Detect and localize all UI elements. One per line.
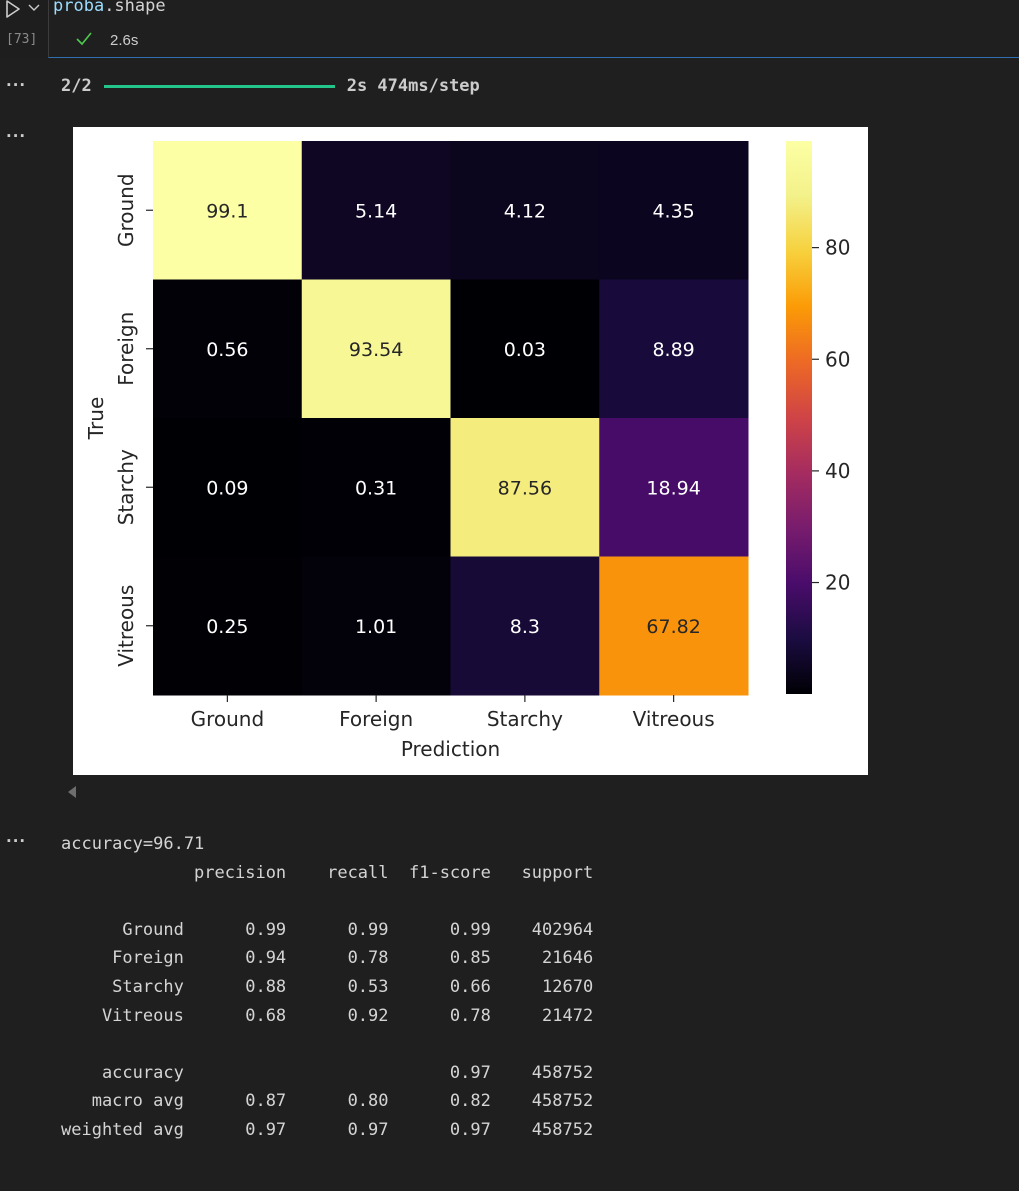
x-tick-label: Starchy — [487, 707, 563, 731]
confusion-matrix-heatmap: 99.1 5.14 4.12 4.35 0.56 93.54 0.03 8.89 0.09 0.3… — [84, 141, 850, 761]
heatmap-cell-label: 1.01 — [355, 616, 397, 638]
x-tick-label: Vitreous — [633, 707, 715, 731]
heatmap-cell — [301, 141, 451, 280]
output-more-actions-icon[interactable]: ··· — [6, 832, 27, 850]
y-tick-label: Ground — [114, 173, 138, 247]
heatmap-cell-label: 67.82 — [646, 616, 700, 638]
heatmap-cell-label: 4.35 — [652, 200, 694, 222]
heatmap-cell-label: 0.56 — [206, 339, 248, 361]
heatmap-cell — [450, 141, 600, 280]
heatmap-cell — [599, 279, 749, 419]
colorbar-tick-label: 60 — [825, 347, 850, 371]
colorbar-tick-label: 80 — [825, 236, 850, 260]
y-tick-label: Foreign — [114, 312, 138, 386]
code-attribute: .shape — [104, 0, 166, 16]
scroll-left-icon[interactable] — [66, 785, 78, 799]
progress-bar — [103, 84, 335, 88]
code-variable: proba — [53, 0, 105, 16]
colorbar — [786, 141, 812, 694]
heatmap-cell-label: 8.3 — [510, 616, 540, 638]
output-more-actions-icon[interactable]: ··· — [6, 76, 27, 94]
heatmap-cell — [153, 418, 303, 557]
heatmap-cell-label: 8.89 — [652, 339, 694, 361]
heatmap-cell-label: 0.25 — [206, 616, 248, 638]
heatmap-cell — [301, 418, 451, 557]
heatmap-cell — [450, 418, 600, 557]
heatmap-cell-label: 0.31 — [355, 477, 397, 499]
output-more-actions-icon[interactable]: ··· — [6, 127, 27, 145]
report-row: Vitreous 0.68 0.92 0.78 21472 — [61, 1005, 594, 1026]
code-cell: [73] proba.shape 2.6s — [0, 0, 1019, 58]
x-tick-label: Foreign — [339, 707, 413, 731]
colorbar-tick-label: 20 — [825, 571, 850, 595]
cell-gutter: [73] — [0, 0, 48, 58]
y-tick-label: Vitreous — [114, 585, 138, 667]
run-cell-icon[interactable] — [4, 0, 22, 18]
code-line[interactable]: proba.shape — [53, 0, 166, 16]
report-row: Starchy 0.88 0.53 0.66 12670 — [61, 976, 594, 997]
heatmap-cell — [153, 279, 303, 419]
report-row: Ground 0.99 0.99 0.99 402964 — [61, 919, 594, 940]
execution-time: 2.6s — [110, 32, 139, 49]
classification-report: accuracy=96.71 precision recall f1-score… — [61, 830, 593, 1145]
accuracy-line: accuracy=96.71 — [61, 834, 205, 854]
heatmap-cell — [301, 279, 451, 419]
report-summary-row: weighted avg 0.97 0.97 0.97 458752 — [61, 1119, 594, 1140]
heatmap-cell-label: 87.56 — [498, 477, 552, 499]
heatmap-cell — [599, 418, 749, 557]
report-row: Foreign 0.94 0.78 0.85 21646 — [61, 948, 594, 969]
y-tick-label: Starchy — [114, 449, 138, 525]
chevron-down-icon[interactable] — [27, 2, 41, 14]
heatmap-cell-label: 0.03 — [504, 339, 546, 361]
heatmap-cell — [301, 556, 451, 696]
blank-line — [61, 887, 593, 916]
blank-line — [61, 1030, 593, 1059]
heatmap-cell — [153, 141, 303, 280]
heatmap-cell-label: 4.12 — [504, 200, 546, 222]
x-axis-label: Prediction — [401, 737, 500, 761]
success-check-icon — [76, 32, 92, 46]
confusion-matrix-figure: 99.1 5.14 4.12 4.35 0.56 93.54 0.03 8.89 0.09 0.3… — [73, 127, 868, 775]
code-editor[interactable] — [48, 0, 1019, 58]
heatmap-cell-label: 5.14 — [355, 200, 397, 222]
heatmap-cell-label: 18.94 — [646, 477, 700, 499]
report-summary-row: accuracy 0.97 458752 — [61, 1062, 594, 1083]
heatmap-cell-label: 93.54 — [349, 339, 403, 361]
heatmap-cell-label: 0.09 — [206, 477, 248, 499]
heatmap-cell — [450, 279, 600, 419]
heatmap-cell — [450, 556, 600, 696]
heatmap-cell — [153, 556, 303, 696]
colorbar-tick-label: 40 — [825, 459, 850, 483]
report-header: precision recall f1-score support — [61, 862, 594, 883]
report-summary-row: macro avg 0.87 0.80 0.82 458752 — [61, 1091, 594, 1112]
progress-output: 2/2 2s 474ms/step — [61, 76, 480, 96]
progress-timing: 2s 474ms/step — [346, 76, 480, 96]
heatmap-cell-label: 99.1 — [206, 200, 248, 222]
execution-count: [73] — [6, 32, 38, 47]
heatmap-cell — [599, 141, 749, 280]
x-tick-label: Ground — [191, 707, 265, 731]
y-axis-label: True — [84, 397, 108, 440]
heatmap-cell — [599, 556, 749, 696]
progress-step: 2/2 — [61, 76, 92, 96]
